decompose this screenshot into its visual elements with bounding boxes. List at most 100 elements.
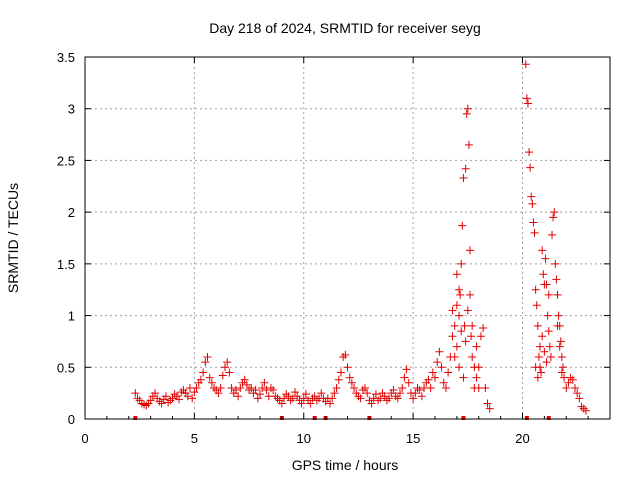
data-points bbox=[131, 60, 590, 415]
data-point bbox=[288, 394, 297, 403]
x-tick-label: 15 bbox=[406, 431, 420, 446]
data-point bbox=[398, 383, 407, 392]
data-point bbox=[260, 378, 269, 387]
data-point bbox=[533, 373, 542, 382]
data-point bbox=[551, 259, 560, 268]
data-point bbox=[282, 390, 291, 399]
data-point bbox=[466, 246, 474, 255]
data-point bbox=[455, 311, 464, 320]
data-point bbox=[546, 352, 555, 361]
data-point bbox=[455, 285, 464, 294]
data-point bbox=[554, 311, 563, 320]
data-point bbox=[350, 383, 359, 392]
data-point bbox=[581, 406, 590, 415]
data-point bbox=[334, 375, 343, 384]
data-point bbox=[218, 371, 227, 380]
baseline-marker bbox=[133, 416, 138, 420]
data-point bbox=[236, 383, 245, 392]
data-point bbox=[485, 404, 494, 413]
x-tick-label: 20 bbox=[515, 431, 529, 446]
data-point bbox=[371, 390, 380, 399]
data-point bbox=[133, 394, 142, 403]
data-point bbox=[177, 388, 186, 397]
data-point bbox=[526, 163, 535, 172]
data-point bbox=[450, 321, 459, 330]
data-point bbox=[404, 378, 413, 387]
data-point bbox=[553, 290, 562, 299]
y-tick-label: 3 bbox=[68, 102, 75, 117]
data-point bbox=[175, 395, 184, 404]
data-point bbox=[161, 392, 170, 401]
data-point bbox=[157, 399, 166, 408]
data-point bbox=[326, 399, 334, 408]
data-point bbox=[341, 350, 350, 359]
x-axis-ticks: 0 5 10 15 20 bbox=[81, 57, 589, 446]
data-point bbox=[555, 342, 564, 351]
y-tick-label: 1.5 bbox=[57, 257, 75, 272]
data-point bbox=[458, 221, 467, 230]
data-point bbox=[424, 375, 433, 384]
data-point bbox=[227, 383, 236, 392]
data-point bbox=[251, 386, 260, 395]
data-point bbox=[530, 228, 539, 237]
chart-title: Day 218 of 2024, SRMTID for receiver sey… bbox=[209, 20, 481, 36]
data-point bbox=[439, 378, 448, 387]
data-point bbox=[466, 290, 474, 299]
data-point bbox=[400, 373, 409, 382]
data-point bbox=[192, 383, 201, 392]
data-point bbox=[536, 342, 544, 351]
data-point bbox=[221, 363, 229, 372]
data-point bbox=[532, 301, 541, 310]
data-point bbox=[336, 368, 345, 377]
data-point bbox=[544, 290, 553, 299]
data-point bbox=[538, 246, 547, 255]
data-point bbox=[437, 363, 446, 372]
data-point bbox=[549, 213, 558, 222]
data-point bbox=[247, 383, 256, 392]
x-tick-label: 5 bbox=[191, 431, 198, 446]
data-point bbox=[474, 363, 483, 372]
data-point bbox=[459, 373, 468, 382]
data-point bbox=[476, 332, 485, 341]
data-point bbox=[457, 259, 466, 268]
y-axis-label: SRMTID / TECUs bbox=[5, 183, 21, 293]
data-point bbox=[339, 352, 348, 361]
data-point bbox=[269, 386, 278, 395]
data-point bbox=[140, 400, 149, 409]
data-point bbox=[579, 404, 588, 413]
data-point bbox=[380, 392, 389, 401]
data-point bbox=[553, 321, 562, 330]
data-point bbox=[472, 373, 481, 382]
x-axis-label: GPS time / hours bbox=[292, 457, 399, 473]
data-point bbox=[199, 368, 208, 377]
data-point bbox=[203, 352, 212, 361]
data-point bbox=[528, 199, 537, 208]
data-point bbox=[196, 375, 205, 384]
data-point bbox=[455, 363, 464, 372]
data-point bbox=[531, 363, 540, 372]
data-point bbox=[522, 94, 531, 103]
data-point bbox=[564, 378, 573, 387]
baseline-marker bbox=[312, 416, 317, 420]
data-point bbox=[428, 368, 437, 377]
data-point bbox=[463, 306, 472, 315]
data-point bbox=[389, 386, 398, 395]
data-point bbox=[525, 148, 534, 157]
data-point bbox=[293, 392, 302, 401]
data-point bbox=[529, 218, 538, 227]
data-point bbox=[462, 109, 471, 118]
data-point bbox=[556, 337, 565, 346]
data-point bbox=[467, 332, 476, 341]
data-point bbox=[527, 192, 536, 201]
y-axis-ticks: 0 0.5 1 1.5 2 2.5 3 3.5 bbox=[57, 50, 610, 427]
data-point bbox=[393, 394, 402, 403]
data-point bbox=[415, 386, 424, 395]
data-point bbox=[223, 358, 232, 367]
data-point bbox=[542, 358, 551, 367]
data-point bbox=[558, 363, 567, 372]
data-point bbox=[205, 373, 214, 382]
data-point bbox=[242, 380, 251, 389]
data-point bbox=[557, 352, 566, 361]
data-point bbox=[441, 383, 450, 392]
